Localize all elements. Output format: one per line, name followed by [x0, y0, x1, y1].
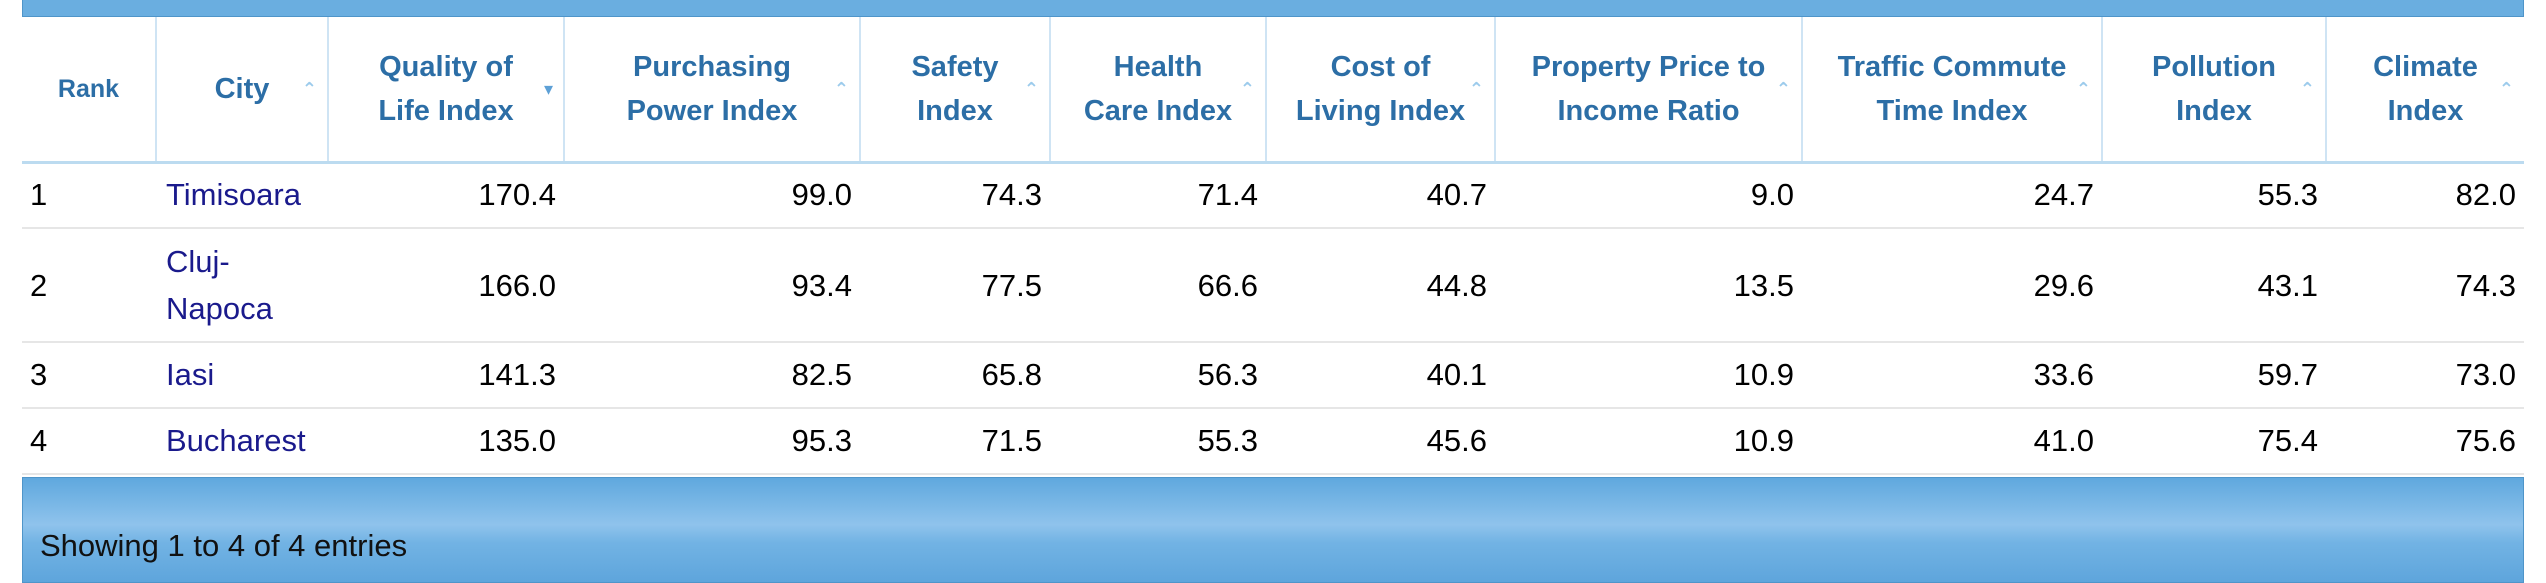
table-footer: Showing 1 to 4 of 4 entries [22, 477, 2524, 583]
ranking-table-widget: Rank City ⌃ Quality of Life Index ▾ Purcha… [22, 0, 2524, 583]
column-header-city[interactable]: City ⌃ [156, 17, 329, 164]
purchasing-power-cell: 93.4 [564, 228, 860, 343]
traffic-commute-cell: 29.6 [1802, 228, 2102, 343]
rank-cell: 3 [22, 342, 156, 409]
chevron-up-icon: ⌃ [833, 78, 849, 99]
table-row: 1 Timisoara 170.4 99.0 74.3 71.4 40.7 9.… [22, 162, 2524, 229]
cost-of-living-cell: 44.8 [1266, 228, 1495, 343]
traffic-commute-cell: 33.6 [1802, 342, 2102, 409]
chevron-up-icon: ⌃ [2075, 78, 2091, 99]
safety-cell: 65.8 [860, 342, 1050, 409]
column-header-traffic-commute[interactable]: Traffic Commute Time Index ⌃ [1802, 17, 2103, 164]
rank-cell: 1 [22, 162, 156, 229]
property-price-cell: 10.9 [1495, 342, 1802, 409]
traffic-commute-cell: 24.7 [1802, 162, 2102, 229]
city-cell: Bucharest [156, 408, 328, 475]
column-header-label: Safety Index [911, 50, 999, 127]
chevron-up-icon: ⌃ [1468, 78, 1484, 99]
cost-of-living-cell: 40.7 [1266, 162, 1495, 229]
rank-cell: 2 [22, 228, 156, 343]
cost-of-living-cell: 45.6 [1266, 408, 1495, 475]
column-header-label: Property Price to Income Ratio [1531, 50, 1766, 127]
city-ranking-table: Rank City ⌃ Quality of Life Index ▾ Purcha… [22, 17, 2524, 475]
header-row: Rank City ⌃ Quality of Life Index ▾ Purcha… [22, 17, 2524, 164]
quality-of-life-cell: 141.3 [328, 342, 564, 409]
chevron-down-icon: ▾ [543, 78, 553, 99]
city-cell: Cluj-Napoca [156, 228, 328, 343]
table-top-bar [22, 0, 2524, 17]
column-header-label: Health Care Index [1083, 50, 1233, 127]
quality-of-life-cell: 135.0 [328, 408, 564, 475]
table-row: 4 Bucharest 135.0 95.3 71.5 55.3 45.6 10… [22, 408, 2524, 475]
city-link[interactable]: Bucharest [166, 423, 306, 458]
property-price-cell: 9.0 [1495, 162, 1802, 229]
rank-cell: 4 [22, 408, 156, 475]
city-link[interactable]: Cluj-Napoca [166, 244, 273, 326]
column-header-pollution[interactable]: Pollution Index ⌃ [2102, 17, 2327, 164]
column-header-label: Purchasing Power Index [626, 50, 798, 127]
column-header-property-price[interactable]: Property Price to Income Ratio ⌃ [1495, 17, 1803, 164]
column-header-label: Pollution Index [2151, 50, 2277, 127]
health-care-cell: 66.6 [1050, 228, 1266, 343]
column-header-label: Traffic Commute Time Index [1837, 50, 2067, 127]
safety-cell: 71.5 [860, 408, 1050, 475]
quality-of-life-cell: 166.0 [328, 228, 564, 343]
chevron-up-icon: ⌃ [1239, 78, 1255, 99]
column-header-label: Cost of Living Index [1295, 50, 1466, 127]
safety-cell: 74.3 [860, 162, 1050, 229]
climate-cell: 74.3 [2326, 228, 2524, 343]
chevron-up-icon: ⌃ [1775, 78, 1791, 99]
climate-cell: 73.0 [2326, 342, 2524, 409]
pollution-cell: 43.1 [2102, 228, 2326, 343]
pollution-cell: 75.4 [2102, 408, 2326, 475]
city-cell: Iasi [156, 342, 328, 409]
column-header-label: Climate Index [2373, 50, 2478, 127]
city-link[interactable]: Iasi [166, 357, 215, 392]
health-care-cell: 56.3 [1050, 342, 1266, 409]
cost-of-living-cell: 40.1 [1266, 342, 1495, 409]
traffic-commute-cell: 41.0 [1802, 408, 2102, 475]
pollution-cell: 59.7 [2102, 342, 2326, 409]
quality-of-life-cell: 170.4 [328, 162, 564, 229]
purchasing-power-cell: 95.3 [564, 408, 860, 475]
column-header-quality-of-life[interactable]: Quality of Life Index ▾ [328, 17, 565, 164]
purchasing-power-cell: 82.5 [564, 342, 860, 409]
city-link[interactable]: Timisoara [166, 177, 301, 213]
climate-cell: 82.0 [2326, 162, 2524, 229]
property-price-cell: 10.9 [1495, 408, 1802, 475]
column-header-safety[interactable]: Safety Index ⌃ [860, 17, 1051, 164]
city-cell: Timisoara [156, 162, 328, 229]
column-header-label: Quality of Life Index [378, 50, 514, 127]
property-price-cell: 13.5 [1495, 228, 1802, 343]
table-row: 3 Iasi 141.3 82.5 65.8 56.3 40.1 10.9 33… [22, 342, 2524, 409]
chevron-up-icon: ⌃ [2299, 78, 2315, 99]
table-row: 2 Cluj-Napoca 166.0 93.4 77.5 66.6 44.8 … [22, 228, 2524, 343]
chevron-up-icon: ⌃ [2498, 78, 2514, 99]
column-header-cost-of-living[interactable]: Cost of Living Index ⌃ [1266, 17, 1496, 164]
health-care-cell: 55.3 [1050, 408, 1266, 475]
chevron-up-icon: ⌃ [301, 78, 317, 99]
chevron-up-icon: ⌃ [1023, 78, 1039, 99]
purchasing-power-cell: 99.0 [564, 162, 860, 229]
entries-info: Showing 1 to 4 of 4 entries [40, 528, 408, 563]
column-header-rank[interactable]: Rank [22, 17, 157, 164]
column-header-label: City [214, 72, 270, 105]
health-care-cell: 71.4 [1050, 162, 1266, 229]
column-header-label: Rank [57, 74, 120, 103]
climate-cell: 75.6 [2326, 408, 2524, 475]
column-header-purchasing-power[interactable]: Purchasing Power Index ⌃ [564, 17, 861, 164]
pollution-cell: 55.3 [2102, 162, 2326, 229]
column-header-climate[interactable]: Climate Index ⌃ [2326, 17, 2524, 164]
safety-cell: 77.5 [860, 228, 1050, 343]
column-header-health-care[interactable]: Health Care Index ⌃ [1050, 17, 1267, 164]
